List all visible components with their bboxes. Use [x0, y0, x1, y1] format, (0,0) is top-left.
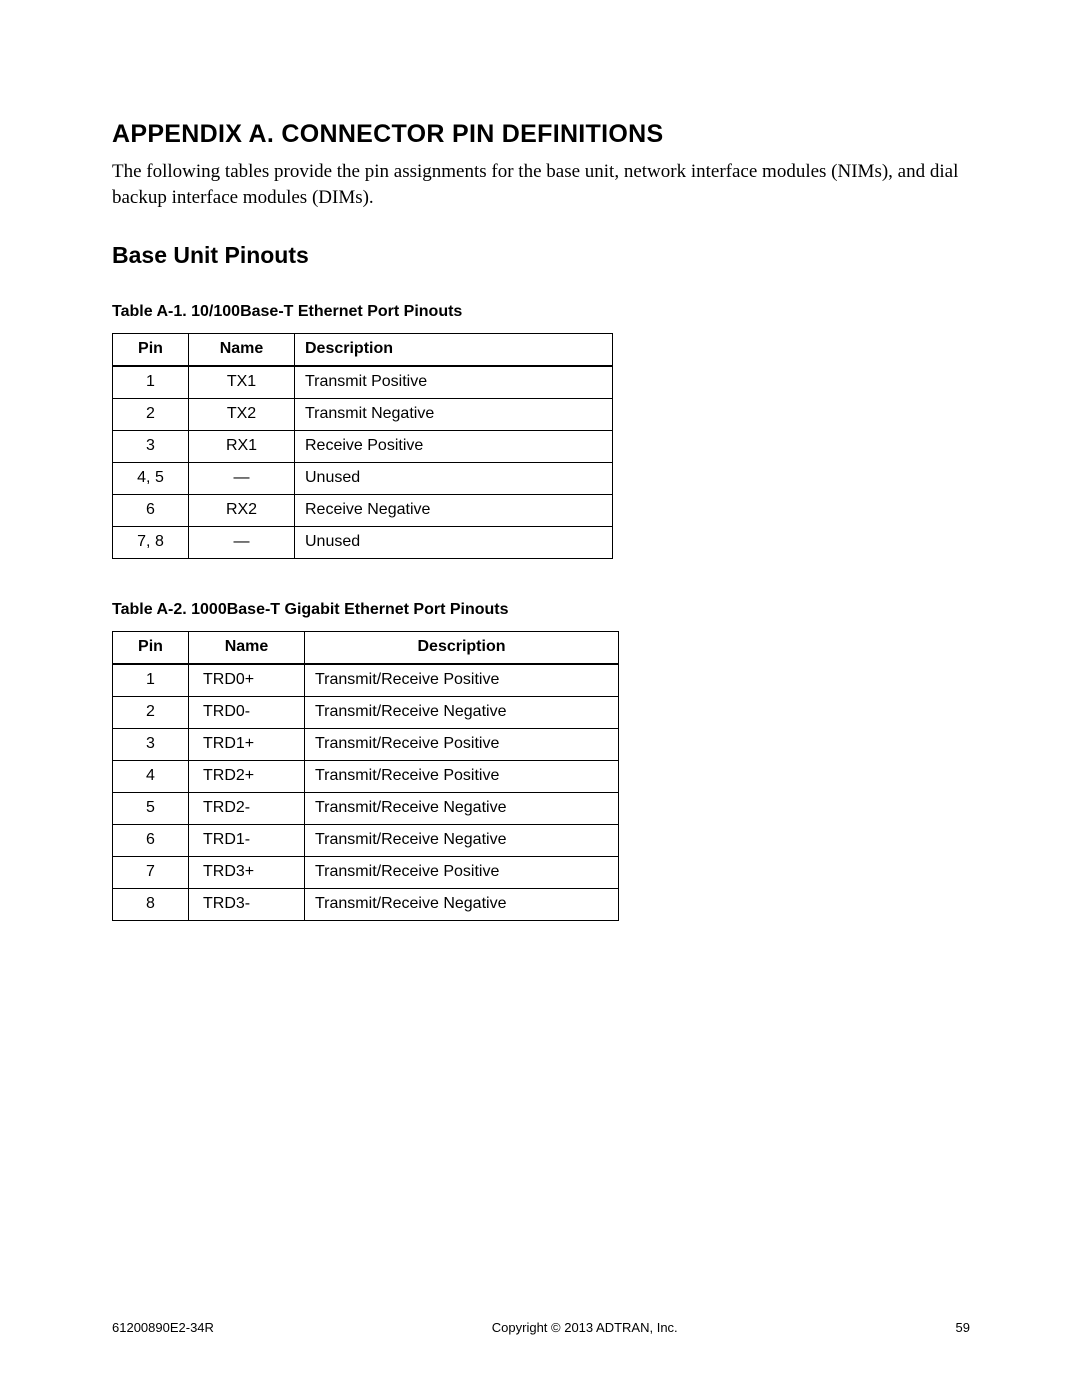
- cell-desc: Transmit/Receive Positive: [305, 664, 619, 697]
- table-row: 4, 5 — Unused: [113, 463, 613, 495]
- cell-desc: Receive Positive: [295, 431, 613, 463]
- table-header-row: Pin Name Description: [113, 632, 619, 665]
- table-header-row: Pin Name Description: [113, 334, 613, 367]
- cell-desc: Transmit Negative: [295, 399, 613, 431]
- cell-desc: Unused: [295, 527, 613, 559]
- cell-pin: 3: [113, 729, 189, 761]
- table-a1: Pin Name Description 1 TX1 Transmit Posi…: [112, 333, 613, 559]
- cell-desc: Transmit/Receive Positive: [305, 857, 619, 889]
- table-a1-caption: Table A-1. 10/100Base-T Ethernet Port Pi…: [112, 303, 970, 321]
- table-row: 8 TRD3- Transmit/Receive Negative: [113, 889, 619, 921]
- cell-name: —: [189, 527, 295, 559]
- cell-pin: 1: [113, 366, 189, 399]
- footer-doc-number: 61200890E2-34R: [112, 1320, 214, 1335]
- cell-desc: Transmit/Receive Negative: [305, 793, 619, 825]
- cell-name: TRD3-: [189, 889, 305, 921]
- cell-name: TX2: [189, 399, 295, 431]
- cell-desc: Transmit/Receive Negative: [305, 697, 619, 729]
- cell-name: RX2: [189, 495, 295, 527]
- cell-name: TRD0-: [189, 697, 305, 729]
- appendix-heading: APPENDIX A. CONNECTOR PIN DEFINITIONS: [112, 120, 970, 149]
- cell-pin: 2: [113, 399, 189, 431]
- table-row: 3 RX1 Receive Positive: [113, 431, 613, 463]
- cell-pin: 1: [113, 664, 189, 697]
- page-footer: 61200890E2-34R Copyright © 2013 ADTRAN, …: [112, 1320, 970, 1335]
- cell-name: TRD1+: [189, 729, 305, 761]
- page: APPENDIX A. CONNECTOR PIN DEFINITIONS Th…: [0, 0, 1080, 1397]
- cell-name: TRD1-: [189, 825, 305, 857]
- cell-desc: Unused: [295, 463, 613, 495]
- col-name: Name: [189, 632, 305, 665]
- col-description: Description: [295, 334, 613, 367]
- table-row: 7 TRD3+ Transmit/Receive Positive: [113, 857, 619, 889]
- table-a2: Pin Name Description 1 TRD0+ Transmit/Re…: [112, 631, 619, 921]
- table-a2-caption: Table A-2. 1000Base-T Gigabit Ethernet P…: [112, 601, 970, 619]
- table-row: 6 RX2 Receive Negative: [113, 495, 613, 527]
- cell-pin: 8: [113, 889, 189, 921]
- table-row: 2 TX2 Transmit Negative: [113, 399, 613, 431]
- intro-paragraph: The following tables provide the pin ass…: [112, 159, 970, 210]
- cell-pin: 2: [113, 697, 189, 729]
- col-pin: Pin: [113, 334, 189, 367]
- table-row: 1 TRD0+ Transmit/Receive Positive: [113, 664, 619, 697]
- cell-pin: 3: [113, 431, 189, 463]
- footer-page-number: 59: [956, 1320, 970, 1335]
- cell-name: RX1: [189, 431, 295, 463]
- cell-pin: 4, 5: [113, 463, 189, 495]
- col-name: Name: [189, 334, 295, 367]
- cell-desc: Receive Negative: [295, 495, 613, 527]
- cell-name: TRD0+: [189, 664, 305, 697]
- section-heading: Base Unit Pinouts: [112, 242, 970, 269]
- cell-desc: Transmit/Receive Positive: [305, 761, 619, 793]
- cell-pin: 6: [113, 825, 189, 857]
- table-row: 5 TRD2- Transmit/Receive Negative: [113, 793, 619, 825]
- table-row: 3 TRD1+ Transmit/Receive Positive: [113, 729, 619, 761]
- cell-pin: 7, 8: [113, 527, 189, 559]
- table-row: 2 TRD0- Transmit/Receive Negative: [113, 697, 619, 729]
- table-row: 4 TRD2+ Transmit/Receive Positive: [113, 761, 619, 793]
- cell-pin: 6: [113, 495, 189, 527]
- table-row: 7, 8 — Unused: [113, 527, 613, 559]
- cell-pin: 7: [113, 857, 189, 889]
- cell-desc: Transmit/Receive Negative: [305, 825, 619, 857]
- footer-copyright: Copyright © 2013 ADTRAN, Inc.: [492, 1320, 678, 1335]
- col-pin: Pin: [113, 632, 189, 665]
- cell-name: TRD2+: [189, 761, 305, 793]
- cell-pin: 5: [113, 793, 189, 825]
- cell-name: TRD3+: [189, 857, 305, 889]
- cell-desc: Transmit/Receive Negative: [305, 889, 619, 921]
- cell-name: TX1: [189, 366, 295, 399]
- table-row: 6 TRD1- Transmit/Receive Negative: [113, 825, 619, 857]
- cell-pin: 4: [113, 761, 189, 793]
- cell-name: TRD2-: [189, 793, 305, 825]
- cell-desc: Transmit Positive: [295, 366, 613, 399]
- cell-desc: Transmit/Receive Positive: [305, 729, 619, 761]
- col-description: Description: [305, 632, 619, 665]
- cell-name: —: [189, 463, 295, 495]
- table-row: 1 TX1 Transmit Positive: [113, 366, 613, 399]
